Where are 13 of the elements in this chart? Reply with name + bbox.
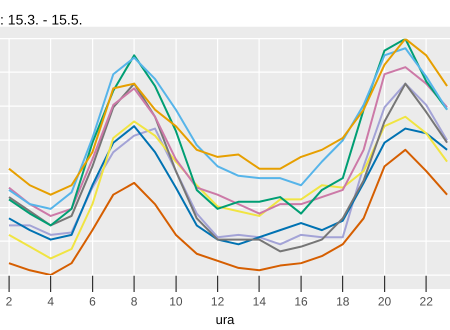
x-tick-label: 4 (47, 294, 54, 309)
x-tick-label: 14 (252, 294, 266, 309)
x-tick-label: 12 (210, 294, 225, 309)
x-tick-label: 6 (89, 294, 96, 309)
x-tick-label: 10 (169, 294, 183, 309)
x-tick-label: 8 (130, 294, 138, 309)
chart-title: : 15.3. - 15.5. (0, 11, 82, 28)
x-axis-title: ura (216, 312, 236, 327)
x-tick-label: 20 (378, 294, 392, 309)
x-tick-label: 22 (420, 294, 434, 309)
x-tick-label: 18 (336, 294, 350, 309)
x-tick-label: 16 (294, 294, 308, 309)
x-tick-label: 2 (6, 294, 13, 309)
